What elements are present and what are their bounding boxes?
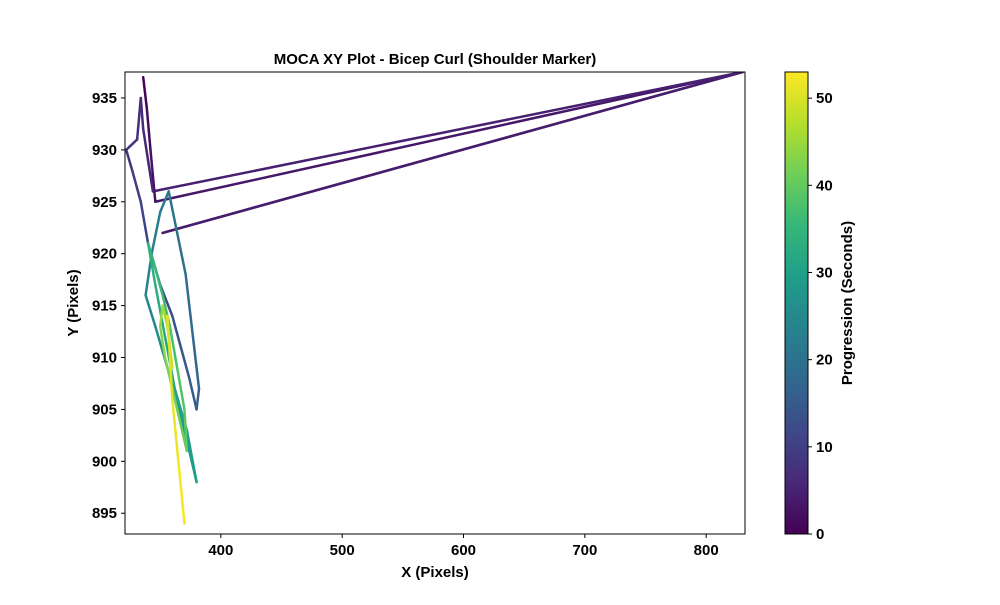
trajectory-segment (184, 273, 195, 338)
colorbar-tick-label: 50 (816, 90, 833, 107)
x-tick-label: 800 (694, 542, 719, 559)
trajectory-segment (167, 190, 179, 235)
x-axis: 400 500 600 700 800 (208, 534, 719, 559)
colorbar-axis: 0 10 20 30 40 50 (808, 90, 833, 543)
colorbar-tick-label: 40 (816, 177, 833, 194)
trajectory-segment (166, 314, 174, 401)
trajectory-segment (151, 72, 744, 193)
y-tick-label: 895 (92, 505, 117, 522)
x-axis-label: X (Pixels) (401, 564, 469, 581)
trajectory-segment (171, 387, 181, 422)
trajectory-segment (154, 72, 744, 204)
trajectory-segment (179, 345, 191, 380)
trajectory-segment (131, 169, 143, 204)
plot-frame (124, 71, 746, 535)
trajectory-segment (175, 366, 186, 411)
colorbar-tick-label: 20 (816, 352, 833, 369)
trajectory-segment (195, 387, 201, 411)
trajectory-segment (188, 377, 198, 411)
trajectory-segment (146, 158, 155, 193)
x-tick-label: 500 (330, 542, 355, 559)
y-axis-label: Y (Pixels) (65, 269, 82, 336)
x-tick-label: 600 (451, 542, 476, 559)
trajectory-segment (125, 148, 134, 172)
x-tick-label: 400 (208, 542, 233, 559)
trajectory-segment (178, 418, 189, 453)
trajectory-line (125, 72, 744, 525)
trajectory-segment (145, 107, 152, 152)
trajectory-segment (141, 75, 149, 110)
trajectory-segment (158, 190, 170, 214)
colorbar-tick-label: 0 (816, 526, 824, 543)
colorbar-tick-label: 10 (816, 439, 833, 456)
trajectory-segment (175, 231, 187, 276)
trajectory-segment (177, 460, 186, 525)
trajectory-segment (139, 200, 150, 245)
trajectory-segment (171, 397, 180, 463)
trajectory-segment (154, 283, 167, 338)
y-tick-label: 925 (92, 194, 117, 211)
trajectory-segment (141, 127, 150, 162)
y-tick-label: 920 (92, 246, 117, 263)
y-tick-label: 915 (92, 298, 117, 315)
chart-title: MOCA XY Plot - Bicep Curl (Shoulder Mark… (274, 51, 597, 68)
trajectory-segment (161, 72, 744, 235)
trajectory-segment (144, 293, 157, 328)
trajectory-segment (149, 148, 157, 204)
y-tick-label: 910 (92, 350, 117, 367)
trajectory-segment (146, 242, 156, 266)
colorbar-tick-label: 30 (816, 264, 833, 281)
trajectory-segment (171, 314, 183, 349)
colorbar (784, 71, 809, 535)
y-tick-label: 905 (92, 401, 117, 418)
y-tick-label: 930 (92, 142, 117, 159)
colorbar-label: Progression (Seconds) (839, 221, 856, 385)
y-tick-label: 900 (92, 453, 117, 470)
y-axis: 895 900 905 910 915 920 925 930 935 (92, 90, 125, 522)
trajectory-segment (185, 428, 198, 484)
trajectory-segment (158, 325, 167, 359)
trajectory-segment (152, 262, 164, 297)
y-tick-label: 935 (92, 90, 117, 107)
trajectory-segment (150, 210, 162, 255)
trajectory-segment (168, 325, 179, 370)
x-tick-label: 700 (572, 542, 597, 559)
trajectory-segment (191, 335, 201, 390)
trajectory-segment (135, 96, 143, 141)
trajectory-segment (125, 138, 139, 152)
